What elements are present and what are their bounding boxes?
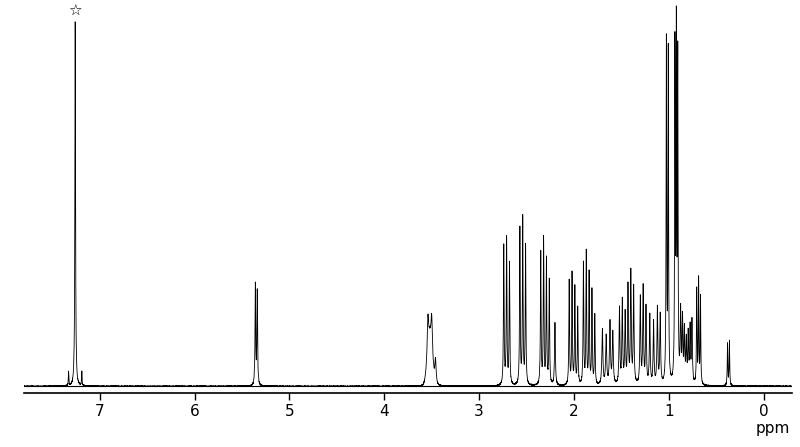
X-axis label: ppm: ppm — [756, 421, 790, 435]
Text: ☆: ☆ — [68, 4, 82, 18]
